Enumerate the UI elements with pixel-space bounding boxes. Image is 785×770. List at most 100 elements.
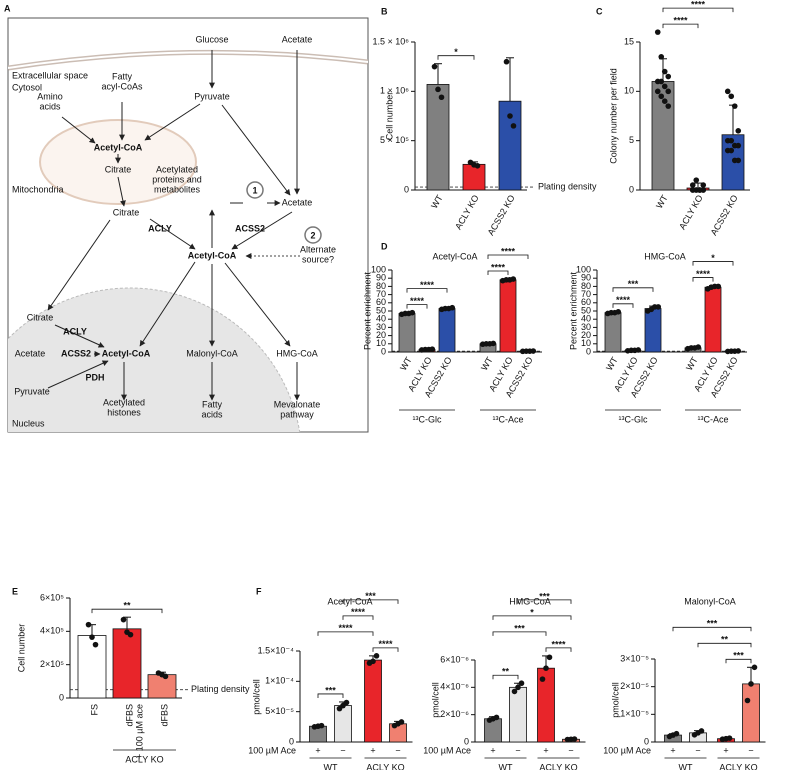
node-label: proteins and xyxy=(152,174,202,184)
node-label: Acetate xyxy=(15,348,46,358)
group-label: ACLY KO xyxy=(125,754,163,764)
y-tick-label: 80 xyxy=(581,281,591,291)
y-tick-label: 100 xyxy=(371,264,386,274)
y-tick-label: 80 xyxy=(376,281,386,291)
node-label: Fatty xyxy=(202,399,223,409)
y-tick-label: 4×10⁻⁶ xyxy=(440,682,469,692)
treatment: − xyxy=(340,745,345,755)
y-tick-label: 0 xyxy=(644,736,649,746)
arrow xyxy=(224,262,291,347)
treatment-label: 100 µM Ace xyxy=(423,745,471,755)
data-point xyxy=(673,730,680,737)
arrow xyxy=(144,103,201,141)
significance-label: ** xyxy=(721,635,729,645)
group-label: ACLY KO xyxy=(719,762,757,770)
group-label: WT xyxy=(324,762,338,770)
significance-label: *** xyxy=(707,619,718,629)
node-label: Acetyl-CoA xyxy=(188,250,237,260)
bar xyxy=(742,683,760,743)
y-axis-label: pmol/cell xyxy=(251,679,261,715)
data-point xyxy=(85,621,92,628)
arrow xyxy=(139,261,196,347)
data-point xyxy=(409,309,416,316)
significance-bracket xyxy=(492,615,572,620)
data-point xyxy=(661,68,668,75)
node-label: PDH xyxy=(85,372,104,382)
treatment: + xyxy=(723,745,728,755)
group-label: ¹³C-Ace xyxy=(493,414,524,424)
significance-label: **** xyxy=(351,607,366,617)
panel-label: B xyxy=(381,6,388,16)
data-point xyxy=(162,673,169,680)
data-point xyxy=(658,54,665,60)
bar xyxy=(499,279,517,353)
data-point xyxy=(728,147,735,154)
node-label: acids xyxy=(201,409,223,419)
significance-bracket xyxy=(517,599,572,604)
y-tick-label: 0 xyxy=(464,736,469,746)
arrow xyxy=(221,104,291,196)
significance-label: **** xyxy=(616,295,631,305)
arrow xyxy=(149,218,196,250)
data-point xyxy=(510,276,517,282)
bar xyxy=(398,313,416,353)
node-label: acids xyxy=(39,101,61,111)
y-tick-label: 0 xyxy=(404,184,409,194)
y-tick-label: 2×10⁻⁶ xyxy=(440,709,469,719)
y-axis-label: Cell number xyxy=(16,624,26,673)
y-axis-label: Colony number per field xyxy=(608,68,618,164)
data-point xyxy=(726,735,733,741)
region-label: Nucleus xyxy=(12,418,45,428)
y-tick-label: 2×10⁵ xyxy=(40,659,64,669)
data-point xyxy=(431,63,438,70)
arrow xyxy=(54,324,105,348)
significance-label: *** xyxy=(628,279,639,289)
data-point xyxy=(615,309,622,315)
y-tick-label: 1 × 10⁶ xyxy=(380,86,409,96)
x-tick-label: WT xyxy=(398,355,414,373)
y-tick-label: 0 xyxy=(381,346,386,356)
panel-label: F xyxy=(256,586,262,596)
y-tick-label: 10 xyxy=(624,86,634,96)
data-point xyxy=(735,142,742,149)
data-point xyxy=(435,86,441,93)
data-point xyxy=(748,681,754,687)
y-tick-label: 90 xyxy=(581,273,591,283)
y-tick-label: 0 xyxy=(586,346,591,356)
significance-label: * xyxy=(530,607,534,617)
group-label: WT xyxy=(499,762,513,770)
bar xyxy=(644,308,662,353)
node-label: Citrate xyxy=(113,207,140,217)
y-tick-label: 5×10⁻⁵ xyxy=(265,706,294,716)
node-label: Citrate xyxy=(105,164,132,174)
treatment: + xyxy=(490,745,495,755)
node-label: Acetyl-CoA xyxy=(102,348,151,358)
y-tick-label: 1.5×10⁻⁴ xyxy=(258,645,295,655)
node-label: Pyruvate xyxy=(194,91,230,101)
data-point xyxy=(89,634,95,640)
reference-label: Plating density xyxy=(538,181,597,191)
significance-label: * xyxy=(454,47,458,57)
data-point xyxy=(474,163,481,169)
significance-bracket xyxy=(342,599,399,604)
bar xyxy=(364,659,382,743)
y-axis-label: pmol/cell xyxy=(430,682,440,718)
significance-bracket xyxy=(725,658,752,664)
significance-label: **** xyxy=(410,296,425,306)
significance-label: ** xyxy=(123,601,131,611)
data-point xyxy=(507,113,513,119)
data-point xyxy=(127,631,134,638)
node-label: Malonyl-CoA xyxy=(186,348,238,358)
membrane-inner xyxy=(8,51,368,69)
significance-label: **** xyxy=(420,280,435,290)
data-point xyxy=(546,654,553,661)
x-tick-label: WT xyxy=(429,193,445,211)
significance-bracket xyxy=(672,626,752,632)
significance-bracket xyxy=(692,277,714,282)
data-point xyxy=(665,103,672,109)
treatment: − xyxy=(515,745,520,755)
y-axis-label: Percent enrichment xyxy=(362,271,372,350)
data-point xyxy=(735,157,742,164)
bar xyxy=(426,84,450,191)
